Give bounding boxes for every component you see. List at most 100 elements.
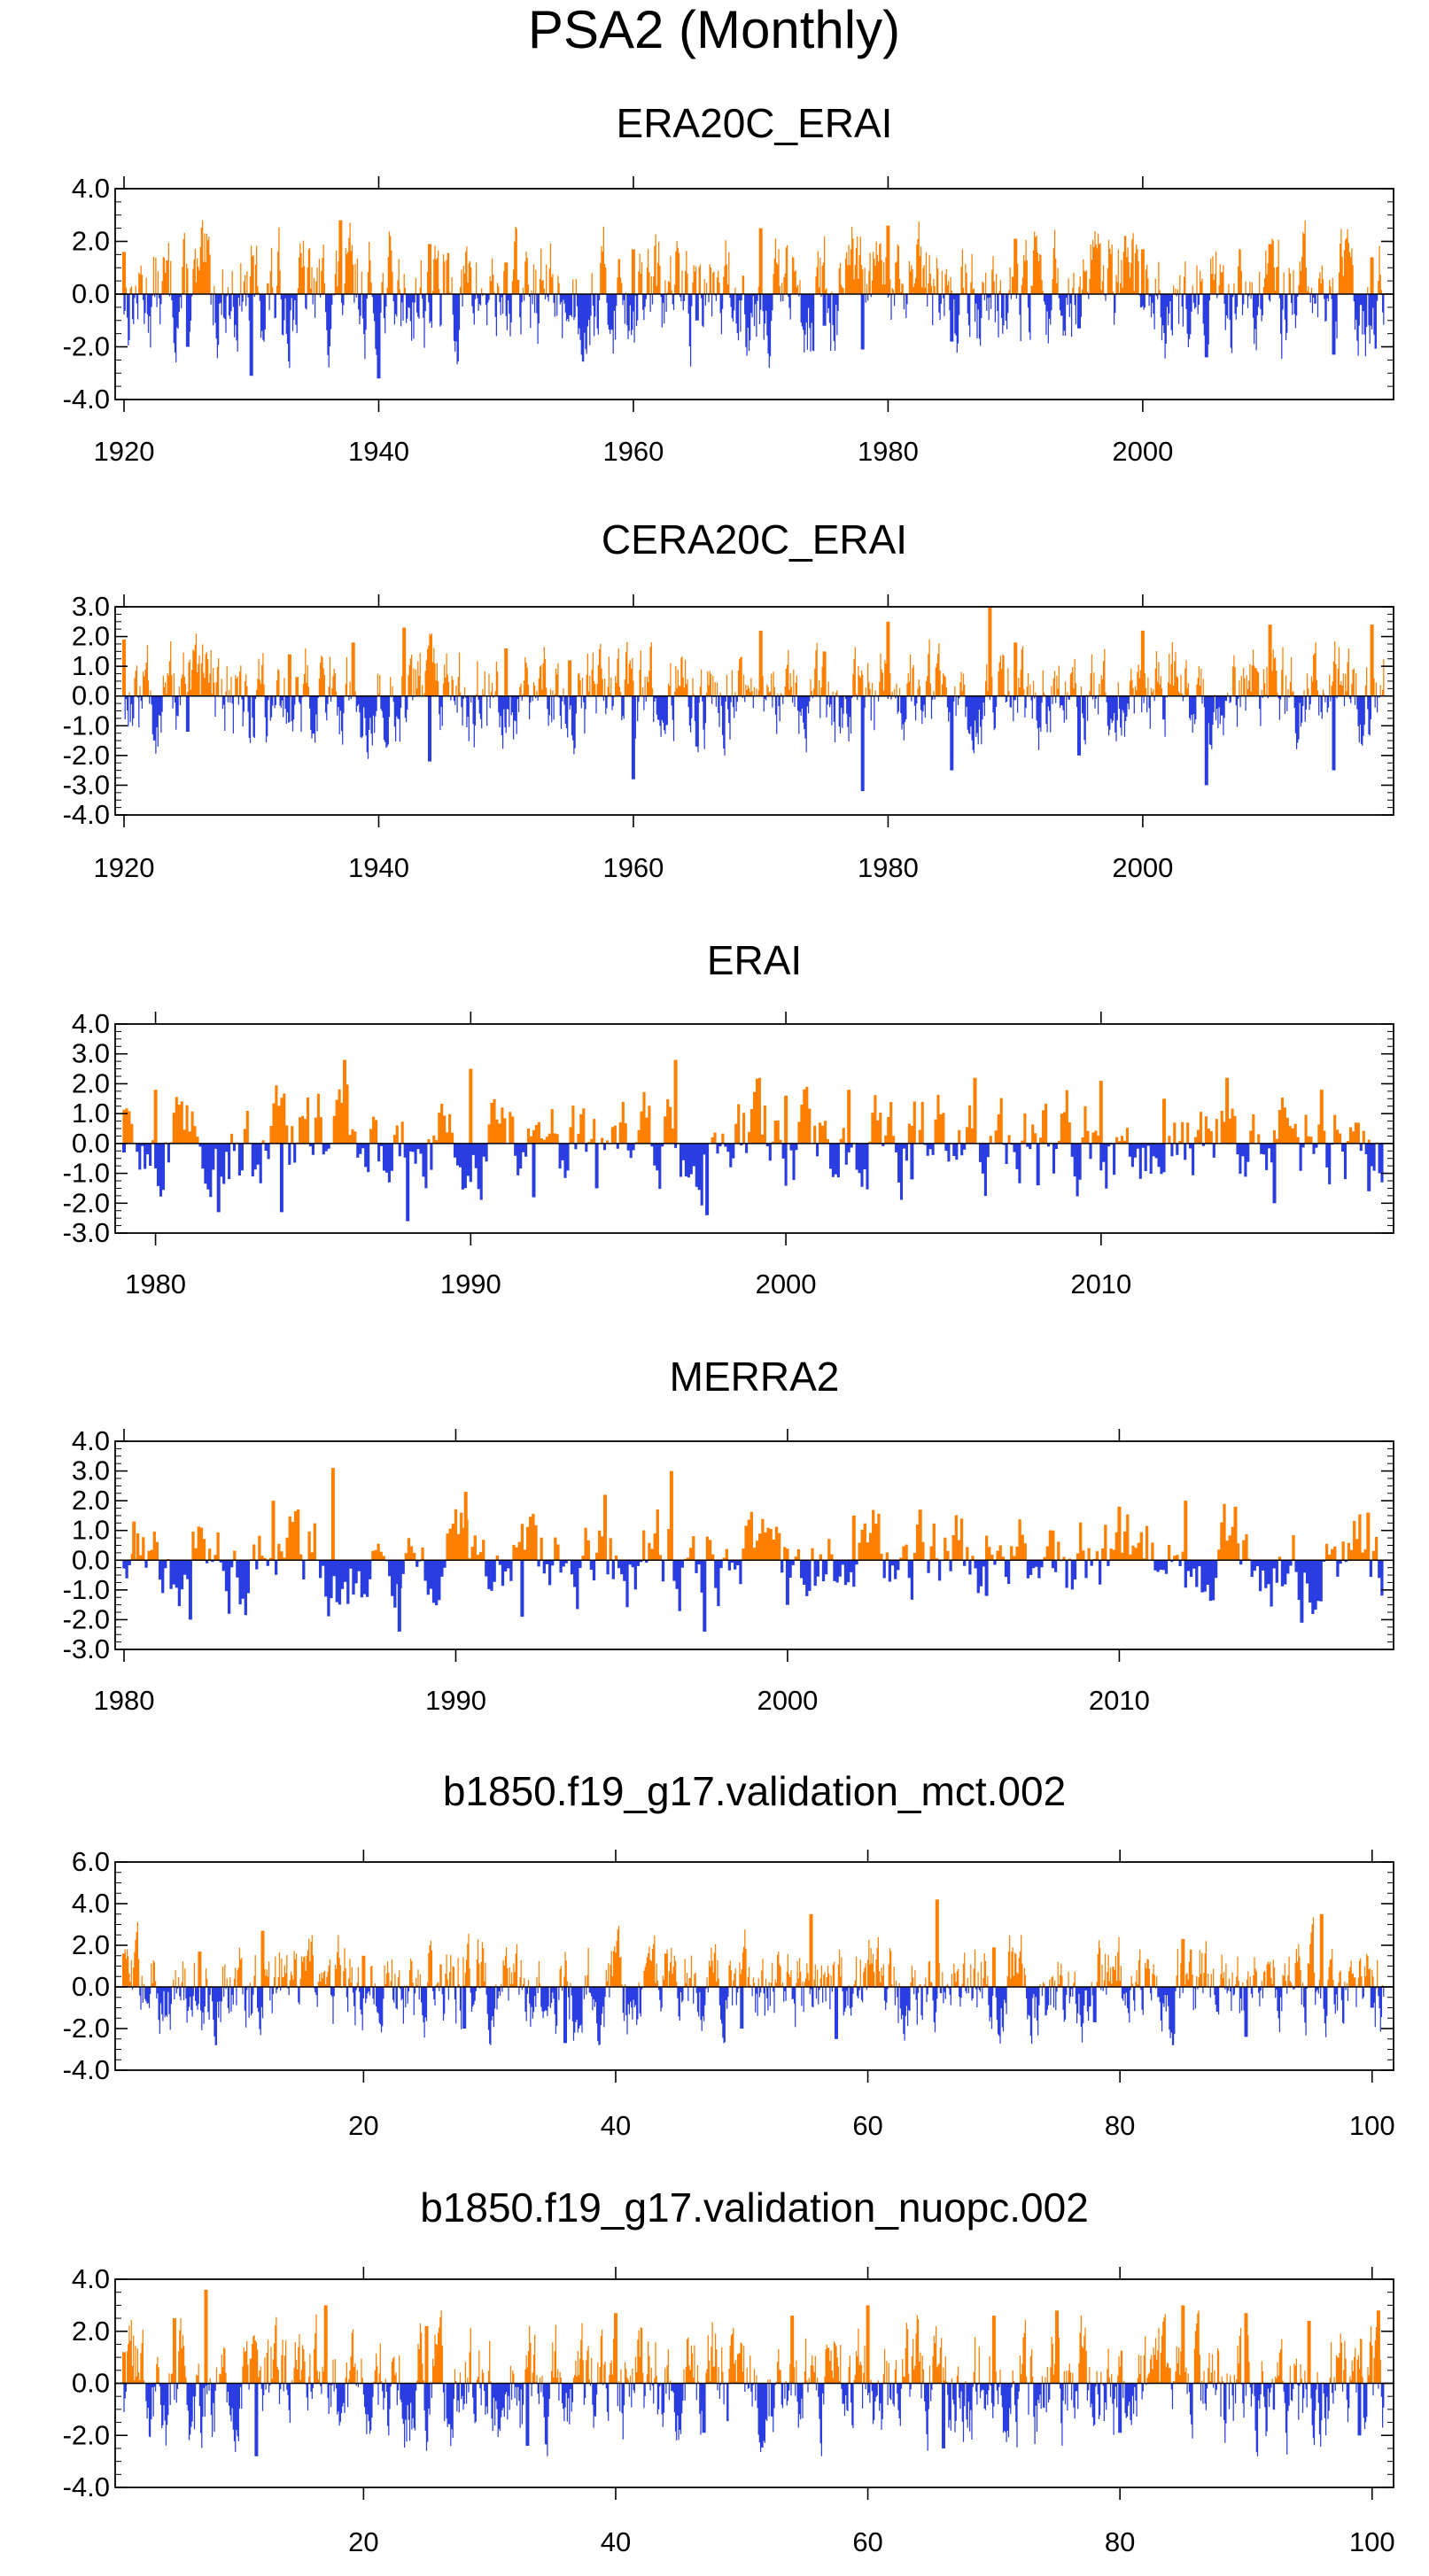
- y-tick-label: 0.0: [72, 680, 110, 711]
- y-tick-label: 4.0: [72, 1888, 110, 1919]
- panel-5: b1850.f19_g17.validation_mct.002 6.0 4.0 2.…: [63, 1768, 1395, 2141]
- y-tick-label: -2.0: [63, 740, 110, 771]
- peak-bar: [1370, 625, 1374, 696]
- x-tick-label: 60: [852, 2110, 882, 2141]
- peak-bar: [122, 1143, 126, 1152]
- peak-bar: [122, 1953, 126, 1987]
- peak-bar: [702, 2383, 706, 2433]
- monthly-bars: [122, 1077, 1384, 1206]
- y-tick-label: 0.0: [72, 2368, 110, 2399]
- peak-bar: [563, 1987, 567, 2044]
- x-tick-label: 40: [601, 2526, 631, 2557]
- peak-bar: [594, 1143, 599, 1189]
- peak-bar: [860, 294, 865, 350]
- x-tick-label: 40: [601, 2110, 631, 2141]
- positive-bars: [122, 1077, 1379, 1144]
- peak-bar: [664, 1953, 668, 1987]
- peak-bar: [1036, 1143, 1040, 1186]
- peak-bar: [631, 695, 635, 780]
- x-tick-label: 1980: [125, 1269, 186, 1300]
- peak-bar: [866, 2305, 870, 2384]
- peak-bar: [568, 660, 572, 696]
- peak-bar: [1233, 1506, 1238, 1561]
- peak-bar: [851, 1515, 856, 1561]
- peak-bar: [1319, 1913, 1324, 1988]
- peak-bar: [1357, 2383, 1362, 2436]
- peak-bar: [1268, 244, 1272, 294]
- peak-bar: [1367, 1143, 1371, 1191]
- peak-bar: [973, 1077, 977, 1144]
- y-tick-label: -2.0: [63, 2013, 110, 2044]
- peak-bar: [1099, 1081, 1103, 1144]
- peak-bar: [988, 607, 992, 696]
- panel-title: ERA20C_ERAI: [617, 100, 893, 146]
- peak-bar: [835, 1987, 838, 2039]
- peak-bar: [950, 294, 954, 342]
- y-tick-label: 3.0: [72, 1455, 110, 1486]
- peak-bar: [377, 294, 381, 379]
- x-tick-label: 2000: [1112, 436, 1173, 467]
- x-tick-label: 60: [852, 2526, 882, 2557]
- peak-bar: [1319, 1090, 1324, 1144]
- peak-bar: [428, 244, 431, 294]
- x-tick-label: 1990: [425, 1685, 486, 1716]
- y-tick-label: -4.0: [63, 799, 110, 830]
- y-tick-label: -4.0: [63, 2054, 110, 2085]
- y-tick-label: 0.0: [72, 1544, 110, 1575]
- peak-bar: [614, 2313, 617, 2384]
- peak-bar: [520, 1560, 524, 1618]
- peak-bar: [1204, 294, 1208, 358]
- negative-bars: [123, 2383, 1385, 2456]
- x-tick-label: 2010: [1089, 1685, 1150, 1716]
- peak-bar: [740, 1987, 744, 2029]
- peak-bar: [397, 1560, 401, 1632]
- peak-bar: [406, 1143, 410, 1222]
- y-tick-label: 0.0: [72, 1128, 110, 1159]
- peak-bar: [568, 294, 572, 315]
- peak-bar: [279, 1143, 283, 1213]
- panel-4: MERRA2 4.03.02.01.00.0-1.0-2.0-3.0 1980 199…: [63, 1354, 1394, 1716]
- x-tick-label: 2000: [756, 1269, 817, 1300]
- peak-bar: [1162, 1098, 1166, 1144]
- peak-bar: [469, 1068, 473, 1144]
- peak-bar: [1370, 257, 1374, 294]
- x-tick-label: 1960: [602, 436, 664, 467]
- y-tick-label: -4.0: [63, 2471, 110, 2502]
- peak-bar: [910, 1143, 914, 1180]
- peak-bar: [504, 648, 509, 696]
- peak-bar: [918, 1509, 922, 1561]
- x-tick-label: 2010: [1070, 1269, 1131, 1300]
- peak-bar: [950, 695, 954, 771]
- positive-bars: [123, 1917, 1384, 1987]
- peak-bar: [351, 642, 355, 696]
- peak-bar: [847, 1090, 851, 1144]
- x-tick-label: 1980: [94, 1685, 155, 1716]
- peak-bar: [532, 1143, 536, 1198]
- peak-bar: [185, 695, 190, 732]
- peak-bar: [153, 1090, 158, 1144]
- panel-title: ERAI: [707, 937, 802, 983]
- x-tick-label: 2000: [757, 1685, 818, 1716]
- monthly-bars: [123, 1917, 1385, 2045]
- peak-bar: [886, 225, 890, 294]
- panel-2: CERA20C_ERAI 3.02.01.00.0-1.0-2.0-3.0-4.0…: [63, 516, 1394, 883]
- peak-bar: [984, 1560, 989, 1596]
- peak-bar: [172, 2318, 176, 2384]
- peak-bar: [188, 1560, 192, 1620]
- panel-title: CERA20C_ERAI: [602, 516, 907, 563]
- y-tick-label: 1.0: [72, 1098, 110, 1129]
- peak-bar: [1300, 1560, 1304, 1623]
- panels: ERA20C_ERAI 4.0 2.0 0.0 -2.0 -4.0 1920 1940 1960…: [63, 100, 1395, 2557]
- y-tick-label: 2.0: [72, 621, 110, 652]
- panel-6: b1850.f19_g17.validation_nuopc.002 4.0 2.0…: [63, 2184, 1395, 2557]
- peak-bar: [1204, 695, 1208, 786]
- peak-bar: [185, 294, 190, 347]
- peak-bar: [758, 228, 763, 294]
- figure-title: PSA2 (Monthly): [528, 0, 900, 59]
- positive-bars: [123, 633, 1385, 696]
- y-tick-label: -2.0: [63, 1187, 110, 1218]
- peak-bar: [122, 2352, 126, 2384]
- positive-bars: [130, 1503, 1379, 1561]
- y-tick-label: 2.0: [72, 226, 110, 257]
- peak-bar: [402, 627, 407, 696]
